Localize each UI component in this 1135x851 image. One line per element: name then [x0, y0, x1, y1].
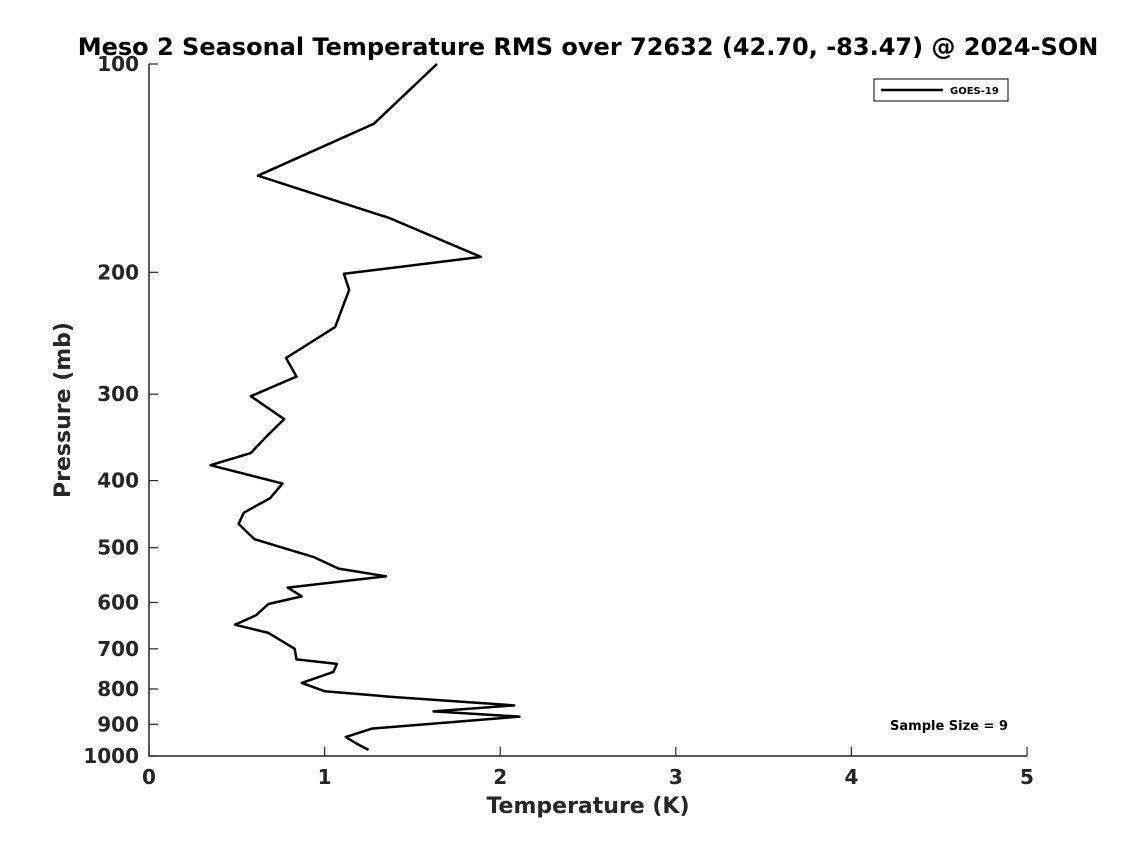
y-tick-label: 800 — [97, 677, 139, 701]
x-ticks: 0 1 2 3 4 5 — [142, 747, 1034, 789]
y-tick-label: 1000 — [83, 744, 139, 768]
y-tick-label: 400 — [97, 469, 139, 493]
legend: GOES-19 — [873, 78, 1009, 102]
y-axis-label: Pressure (mb) — [51, 322, 76, 498]
x-tick-label: 4 — [844, 765, 858, 789]
y-ticks: 100 200 300 400 500 600 700 800 900 1000 — [83, 52, 158, 768]
x-tick-label: 5 — [1020, 765, 1034, 789]
y-tick-label: 500 — [97, 536, 139, 560]
chart-title: Meso 2 Seasonal Temperature RMS over 726… — [78, 33, 1099, 61]
sample-size-annotation: Sample Size = 9 — [890, 719, 1008, 734]
y-tick-label: 300 — [97, 382, 139, 406]
y-tick-label: 600 — [97, 590, 139, 614]
y-tick-label: 700 — [97, 637, 139, 661]
x-tick-label: 2 — [493, 765, 507, 789]
x-tick-label: 3 — [669, 765, 683, 789]
y-tick-label: 900 — [97, 712, 139, 736]
y-tick-label: 200 — [97, 260, 139, 284]
legend-label-goes-19: GOES-19 — [950, 86, 999, 97]
x-tick-label: 0 — [142, 765, 156, 789]
x-axis-label: Temperature (K) — [486, 794, 689, 819]
series-line-goes-19 — [209, 63, 521, 752]
x-tick-label: 1 — [318, 765, 332, 789]
y-tick-label: 100 — [97, 52, 139, 76]
